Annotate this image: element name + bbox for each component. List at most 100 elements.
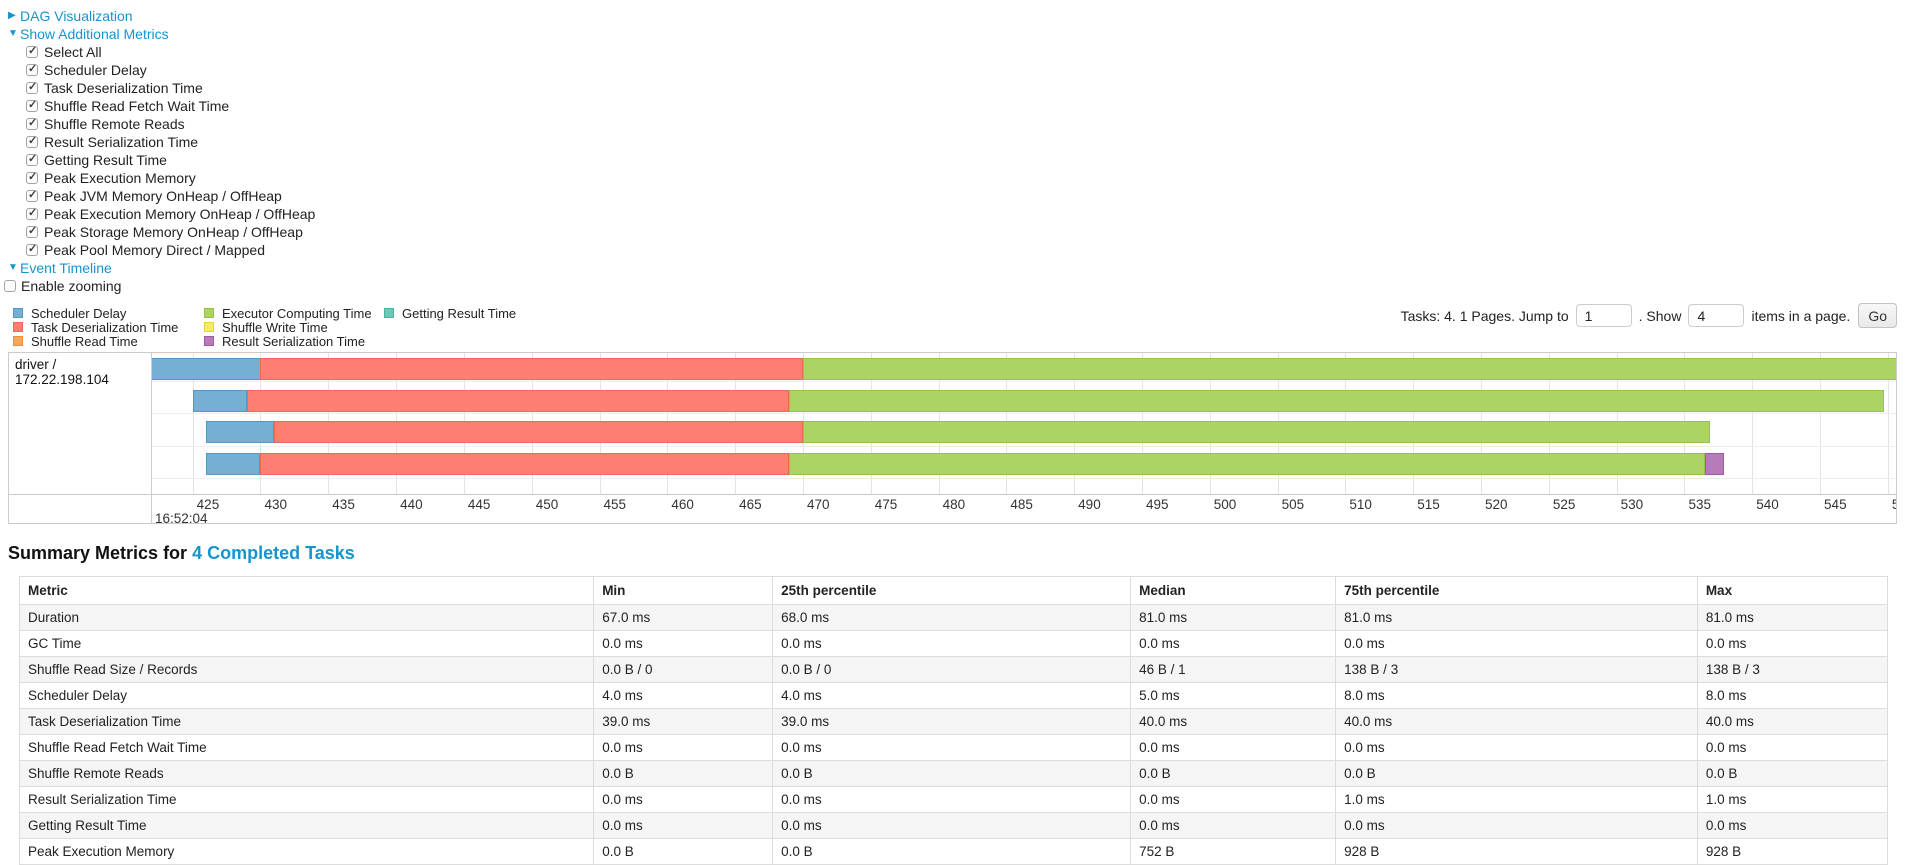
metric-checkbox-label: Getting Result Time [44,152,167,168]
axis-divider [9,494,1896,495]
task-bar-segment-scheduler-delay[interactable] [206,421,275,443]
task-bar-segment-executor-computing[interactable] [802,421,1711,443]
metric-checkbox[interactable] [26,134,38,148]
task-bar-segment-task-deserialization[interactable] [260,453,790,475]
axis-tick-label: 465 [739,497,762,512]
enable-zooming-checkbox[interactable] [4,280,16,292]
metric-checkbox-label: Shuffle Read Fetch Wait Time [44,98,230,114]
metric-value-cell: 39.0 ms [772,708,1132,735]
metric-value-cell: 0.0 ms [1696,812,1889,839]
summary-metrics-table: Metric Min 25th percentile Median 75th perce… [18,576,1889,865]
dag-visualization-toggle[interactable]: ▶ DAG Visualization [8,7,1907,25]
metric-checkbox[interactable] [26,116,38,130]
task-bar-segment-executor-computing[interactable] [802,358,1896,380]
table-row: Scheduler Delay 4.0 ms 4.0 ms 5.0 ms 8.0 ms 8… [18,682,1889,709]
task-bar-segment-scheduler-delay[interactable] [152,358,261,380]
metric-checkbox-label: Peak Pool Memory Direct / Mapped [44,242,265,258]
getting-result-swatch-icon [384,308,394,318]
metric-checkbox[interactable] [26,188,38,202]
legend-label: Shuffle Write Time [222,319,328,335]
metric-checkbox[interactable] [26,62,38,76]
legend-item: Scheduler Delay [13,306,178,321]
result-serialization-swatch-icon [204,336,214,346]
metric-checkbox-row: Shuffle Remote Reads [8,115,1907,133]
axis-tick-label: 470 [806,497,830,512]
metric-value-cell: 0.0 B [593,838,774,865]
table-header-cell: Metric [18,576,595,605]
row-divider [152,446,1896,447]
table-header-row: Metric Min 25th percentile Median 75th perce… [18,576,1889,605]
table-row: Task Deserialization Time 39.0 ms 39.0 ms 4… [18,708,1889,735]
task-bar-segment-task-deserialization[interactable] [274,421,803,443]
show-additional-metrics-toggle[interactable]: ▼ Show Additional Metrics [8,25,1907,43]
axis-tick-label: 535 [1688,497,1711,512]
task-bar-segment-result-serialization[interactable] [1704,453,1724,475]
axis-tick-label: 550 [1891,497,1896,512]
metric-value-cell: 928 B [1696,838,1889,865]
task-pagination: Tasks: 4. 1 Pages. Jump to . Show items … [1401,303,1897,328]
task-bar-segment-scheduler-delay[interactable] [192,390,247,412]
metric-checkbox[interactable] [26,224,38,238]
metric-checkbox[interactable] [26,170,38,184]
table-row: Duration 67.0 ms 68.0 ms 81.0 ms 81.0 ms 81.0… [18,604,1889,631]
axis-tick-label: 510 [1349,497,1372,512]
task-bar-segment-executor-computing[interactable] [789,453,1705,475]
axis-tick-label: 430 [264,497,288,512]
metric-name-cell: Result Serialization Time [18,786,595,813]
pagination-text-mid: . Show [1638,307,1682,324]
metric-checkbox[interactable] [26,206,38,220]
metric-checkbox-row: Getting Result Time [8,151,1907,169]
axis-tick-label: 525 [1552,497,1576,512]
show-additional-metrics-link[interactable]: Show Additional Metrics [20,26,169,42]
metric-value-cell: 4.0 ms [772,682,1132,709]
task-bar-segment-task-deserialization[interactable] [260,358,803,380]
legend-item: Getting Result Time [384,306,516,321]
metric-value-cell: 0.0 ms [1130,630,1337,657]
metric-value-cell: 67.0 ms [593,604,774,631]
go-button[interactable]: Go [1858,303,1897,328]
timeline-plot-area[interactable]: 425 430 435 440 445 450 455 460 465 470 475 480 485 4… [152,353,1896,523]
metric-checkbox[interactable] [26,80,38,94]
table-row: GC Time 0.0 ms 0.0 ms 0.0 ms 0.0 ms 0.0 ms [18,630,1889,657]
axis-tick-label: 540 [1756,497,1779,512]
metric-value-cell: 40.0 ms [1335,708,1698,735]
metric-checkbox[interactable] [26,152,38,166]
axis-tick-label: 500 [1213,497,1237,512]
additional-metrics-list: Select All Scheduler Delay Task Deserializ… [8,43,1907,259]
legend-label: Executor Computing Time [222,305,372,321]
metric-name-cell: Duration [18,604,595,631]
metric-checkbox-row: Peak Pool Memory Direct / Mapped [8,241,1907,259]
metric-value-cell: 81.0 ms [1696,604,1889,631]
metric-checkbox-label: Select All [44,44,102,60]
pagination-text-after: items in a page. [1751,307,1851,324]
metric-checkbox[interactable] [26,44,38,58]
metric-value-cell: 0.0 ms [772,786,1132,813]
axis-gridline [192,353,194,494]
metric-name-cell: Task Deserialization Time [18,708,595,735]
metric-checkbox[interactable] [26,242,38,256]
completed-tasks-link[interactable]: 4 Completed Tasks [192,543,355,563]
dag-visualization-link[interactable]: DAG Visualization [20,8,133,24]
row-divider [152,413,1896,414]
event-timeline-toggle[interactable]: ▼ Event Timeline [8,259,1907,277]
metric-checkbox-row: Peak Storage Memory OnHeap / OffHeap [8,223,1907,241]
metric-name-cell: GC Time [18,630,595,657]
axis-tick-label: 460 [671,497,694,512]
metric-value-cell: 40.0 ms [1696,708,1889,735]
event-timeline-link[interactable]: Event Timeline [20,260,112,276]
metric-checkbox-label: Shuffle Remote Reads [44,116,185,132]
metric-value-cell: 0.0 ms [593,630,774,657]
task-bar-segment-scheduler-delay[interactable] [206,453,261,475]
axis-tick-label: 480 [942,497,966,512]
metric-value-cell: 0.0 B [772,838,1132,865]
items-per-page-input[interactable] [1688,304,1745,327]
metric-checkbox[interactable] [26,98,38,112]
metric-checkbox-row: Task Deserialization Time [8,79,1907,97]
jump-to-page-input[interactable] [1575,304,1632,327]
table-header-cell: Min [593,576,774,605]
event-timeline-chart: driver / 172.22.198.104 425 430 435 440 445 4… [8,352,1897,524]
task-bar-segment-executor-computing[interactable] [789,390,1884,412]
metric-name-cell: Shuffle Read Fetch Wait Time [18,734,595,761]
task-bar-segment-task-deserialization[interactable] [246,390,790,412]
metric-value-cell: 0.0 ms [1335,734,1698,761]
